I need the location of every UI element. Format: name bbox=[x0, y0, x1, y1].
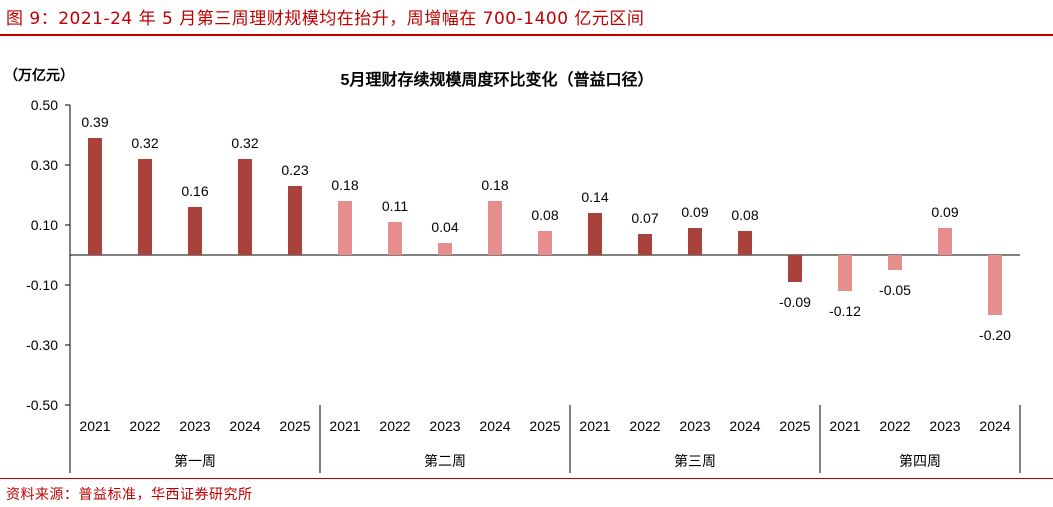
group-label: 第四周 bbox=[899, 453, 941, 469]
x-tick-label: 2025 bbox=[779, 418, 810, 434]
x-tick-label: 2025 bbox=[279, 418, 310, 434]
y-tick-label: -0.30 bbox=[26, 337, 58, 353]
x-tick-label: 2024 bbox=[979, 418, 1010, 434]
data-label: -0.12 bbox=[829, 303, 861, 319]
data-label: 0.09 bbox=[931, 204, 958, 220]
x-tick-label: 2022 bbox=[379, 418, 410, 434]
bar bbox=[938, 228, 952, 255]
x-tick-label: 2024 bbox=[729, 418, 760, 434]
data-label: 0.08 bbox=[531, 207, 558, 223]
data-label: 0.32 bbox=[131, 135, 158, 151]
x-tick-label: 2023 bbox=[929, 418, 960, 434]
group-label: 第三周 bbox=[674, 453, 716, 469]
data-label: 0.09 bbox=[681, 204, 708, 220]
bar bbox=[738, 231, 752, 255]
figure-source: 资料来源：普益标准，华西证券研究所 bbox=[6, 487, 253, 503]
data-label: 0.14 bbox=[581, 189, 608, 205]
data-label: -0.05 bbox=[879, 282, 911, 298]
bar bbox=[988, 255, 1002, 315]
source-rule bbox=[0, 478, 1053, 479]
y-tick-label: 0.10 bbox=[31, 217, 58, 233]
x-tick-label: 2024 bbox=[229, 418, 260, 434]
bar bbox=[638, 234, 652, 255]
x-tick-label: 2023 bbox=[429, 418, 460, 434]
y-tick-label: 0.50 bbox=[31, 97, 58, 113]
bar bbox=[138, 159, 152, 255]
figure-title: 图 9：2021-24 年 5 月第三周理财规模均在抬升，周增幅在 700-14… bbox=[6, 9, 645, 29]
x-tick-label: 2022 bbox=[129, 418, 160, 434]
bar bbox=[588, 213, 602, 255]
bar bbox=[488, 201, 502, 255]
x-tick-label: 2021 bbox=[329, 418, 360, 434]
x-tick-label: 2021 bbox=[829, 418, 860, 434]
bar bbox=[438, 243, 452, 255]
bar bbox=[788, 255, 802, 282]
data-label: 0.39 bbox=[81, 114, 108, 130]
group-label: 第一周 bbox=[174, 453, 216, 469]
data-label: 0.18 bbox=[481, 177, 508, 193]
x-tick-label: 2021 bbox=[79, 418, 110, 434]
x-tick-label: 2022 bbox=[879, 418, 910, 434]
chart-title: 5月理财存续规模周度环比变化（普益口径） bbox=[341, 70, 654, 89]
bar bbox=[888, 255, 902, 270]
bar bbox=[338, 201, 352, 255]
y-unit-label: （万亿元） bbox=[4, 67, 74, 83]
data-label: 0.04 bbox=[431, 219, 458, 235]
y-tick-label: 0.30 bbox=[31, 157, 58, 173]
bar bbox=[838, 255, 852, 291]
plot-area: 0.50 0.30 0.10 -0.10 -0.30 -0.50 0.39 2021 0.32 2… bbox=[26, 97, 1021, 473]
x-tick-label: 2021 bbox=[579, 418, 610, 434]
bar bbox=[288, 186, 302, 255]
data-label: -0.09 bbox=[779, 294, 811, 310]
x-tick-label: 2023 bbox=[179, 418, 210, 434]
bar bbox=[388, 222, 402, 255]
x-tick-label: 2025 bbox=[529, 418, 560, 434]
y-tick-label: -0.10 bbox=[26, 277, 58, 293]
y-tick-label: -0.50 bbox=[26, 397, 58, 413]
bar bbox=[538, 231, 552, 255]
data-label: 0.16 bbox=[181, 183, 208, 199]
data-label: 0.23 bbox=[281, 162, 308, 178]
bar bbox=[188, 207, 202, 255]
title-rule bbox=[0, 34, 1053, 36]
bar bbox=[238, 159, 252, 255]
bar bbox=[688, 228, 702, 255]
data-label: 0.18 bbox=[331, 177, 358, 193]
x-tick-label: 2022 bbox=[629, 418, 660, 434]
data-label: 0.32 bbox=[231, 135, 258, 151]
data-label: 0.11 bbox=[382, 198, 408, 214]
data-label: -0.20 bbox=[979, 327, 1011, 343]
bar bbox=[88, 138, 102, 255]
group-label: 第二周 bbox=[424, 453, 466, 469]
data-label: 0.08 bbox=[731, 207, 758, 223]
x-tick-label: 2023 bbox=[679, 418, 710, 434]
x-tick-label: 2024 bbox=[479, 418, 510, 434]
data-label: 0.07 bbox=[631, 210, 658, 226]
